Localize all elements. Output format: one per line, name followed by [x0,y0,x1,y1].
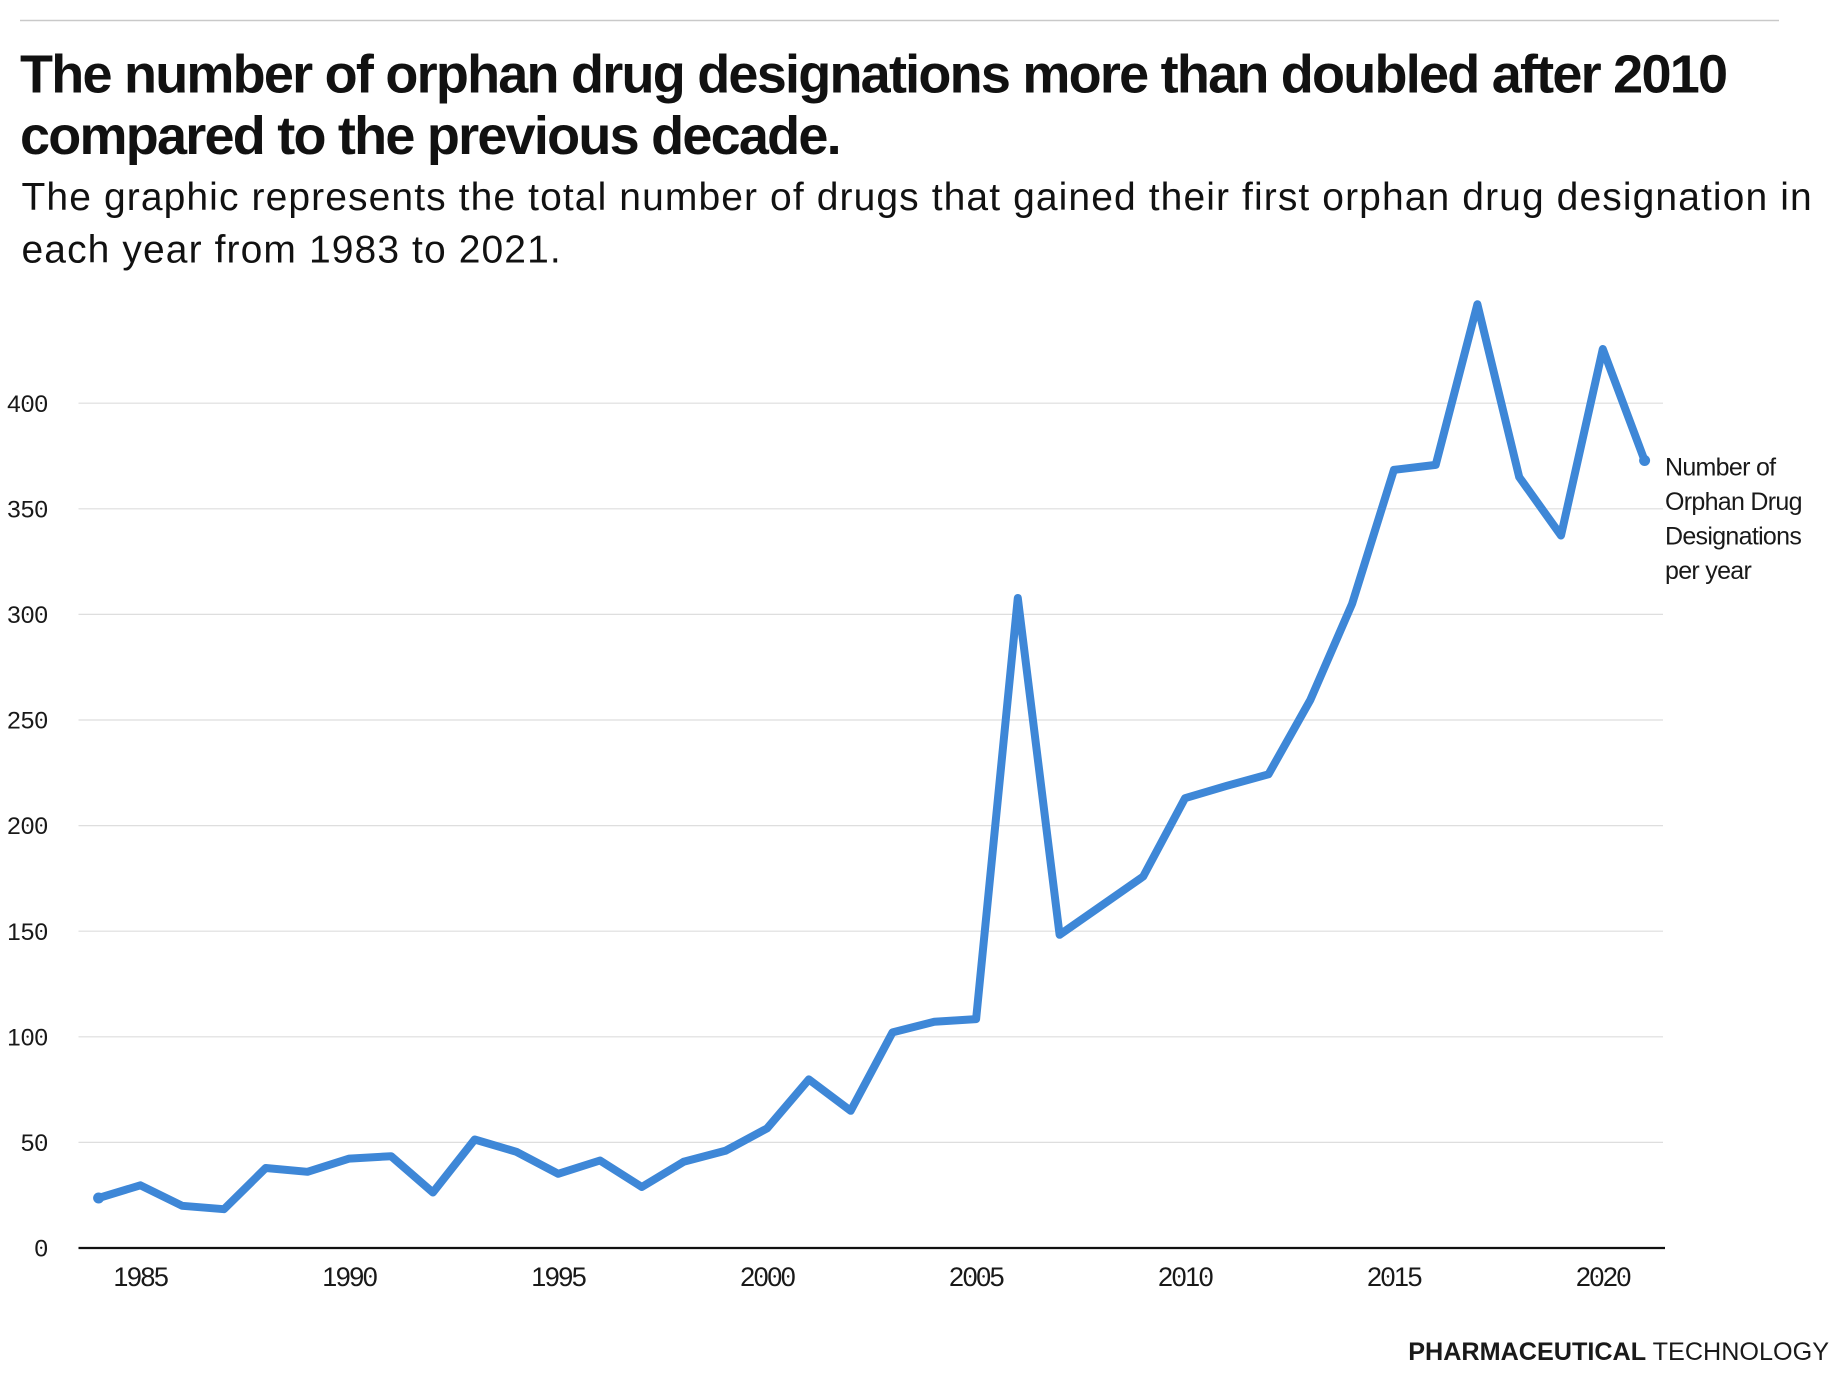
svg-text:2020: 2020 [1576,1262,1631,1292]
svg-text:150: 150 [7,919,48,946]
svg-text:Number of: Number of [1665,454,1776,482]
svg-text:PHARMACEUTICAL TECHNOLOGY: PHARMACEUTICAL TECHNOLOGY [1408,1338,1829,1366]
svg-text:50: 50 [21,1130,48,1157]
svg-text:100: 100 [7,1024,48,1051]
svg-text:2005: 2005 [949,1262,1004,1292]
svg-text:400: 400 [7,391,48,418]
svg-text:2015: 2015 [1367,1262,1422,1292]
svg-text:250: 250 [7,708,48,735]
svg-text:compared to the previous decad: compared to the previous decade. [20,106,840,166]
svg-text:Designations: Designations [1665,523,1801,551]
svg-text:each year from 1983 to 2021.: each year from 1983 to 2021. [22,229,562,272]
svg-text:300: 300 [7,602,48,629]
svg-text:Orphan Drug: Orphan Drug [1665,488,1802,516]
svg-text:The number of orphan drug desi: The number of orphan drug designations m… [20,45,1726,105]
svg-text:1995: 1995 [531,1262,586,1292]
svg-text:2000: 2000 [740,1262,795,1292]
svg-text:200: 200 [7,813,48,840]
svg-text:1985: 1985 [113,1262,168,1292]
svg-text:per year: per year [1665,557,1751,585]
svg-text:0: 0 [34,1236,48,1263]
svg-text:The graphic represents the tot: The graphic represents the total number … [22,176,1813,219]
svg-text:1990: 1990 [322,1262,377,1292]
svg-text:350: 350 [7,496,48,523]
svg-text:2010: 2010 [1158,1262,1213,1292]
